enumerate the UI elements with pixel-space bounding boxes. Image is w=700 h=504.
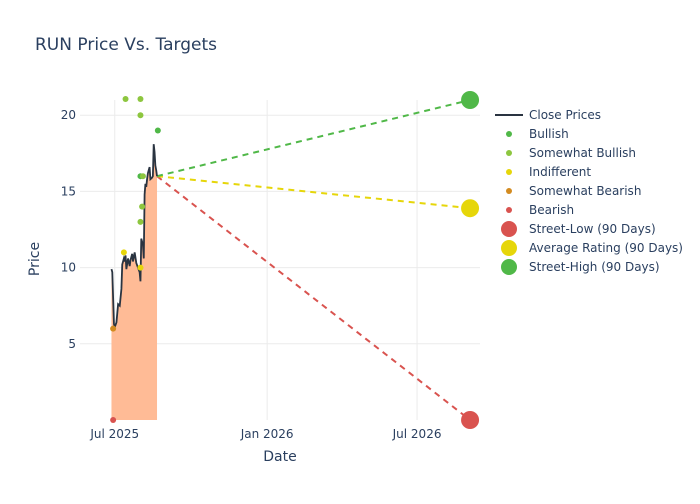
x-tick-label: Jan 2026	[240, 427, 294, 441]
rating-point	[137, 112, 144, 119]
legend-label: Bearish	[529, 203, 574, 217]
rating-point	[120, 249, 127, 256]
rating-point	[137, 218, 144, 225]
rating-point	[137, 264, 144, 271]
x-axis-label: Date	[263, 449, 296, 465]
y-tick-label: 5	[68, 337, 76, 351]
y-tick-label: 15	[61, 184, 76, 198]
y-tick-label: 10	[61, 261, 76, 275]
close-price-area	[111, 144, 158, 420]
target-markers	[461, 91, 480, 429]
price-area	[111, 144, 158, 420]
legend-label: Street-Low (90 Days)	[529, 222, 656, 236]
legend-label: Indifferent	[529, 165, 591, 179]
x-tick-label: Jul 2025	[89, 427, 139, 441]
legend: Close Prices Bullish Somewhat Bullish Indif…	[495, 108, 683, 275]
rating-points	[110, 96, 161, 423]
target-lines	[156, 99, 471, 421]
target-projection-line	[156, 175, 471, 210]
rating-point	[137, 96, 144, 102]
target-marker	[461, 199, 480, 218]
rating-point	[122, 96, 129, 102]
legend-swatch	[501, 240, 517, 256]
legend-label: Somewhat Bullish	[529, 146, 636, 160]
legend-label: Close Prices	[529, 108, 601, 122]
chart-title: RUN Price Vs. Targets	[35, 35, 217, 55]
y-axis-label: Price	[27, 242, 43, 276]
legend-label: Average Rating (90 Days)	[529, 241, 683, 255]
target-marker	[461, 411, 480, 429]
x-tick-label: Jul 2026	[392, 427, 442, 441]
legend-label: Bullish	[529, 127, 569, 141]
y-tick-label: 20	[61, 108, 76, 122]
legend-swatch	[506, 207, 512, 213]
target-marker	[461, 91, 480, 109]
close-price-line	[110, 144, 158, 331]
rating-point	[110, 325, 117, 332]
rating-point	[110, 417, 117, 423]
legend-swatch	[501, 221, 517, 237]
legend-swatch	[506, 169, 512, 175]
rating-point	[139, 173, 146, 180]
legend-label: Somewhat Bearish	[529, 184, 641, 198]
legend-swatch	[506, 131, 512, 137]
legend-label: Street-High (90 Days)	[529, 260, 660, 274]
axis-ticks: 5 10 15 20 Jul 2025 Jan 2026 Jul 2026	[61, 108, 442, 441]
rating-point	[139, 203, 146, 210]
target-projection-line	[156, 99, 471, 178]
legend-swatch	[501, 259, 517, 275]
close-price-path	[110, 144, 158, 331]
rating-point	[154, 127, 161, 134]
legend-swatch	[506, 150, 512, 156]
legend-swatch	[506, 188, 512, 194]
target-projection-line	[156, 175, 471, 421]
